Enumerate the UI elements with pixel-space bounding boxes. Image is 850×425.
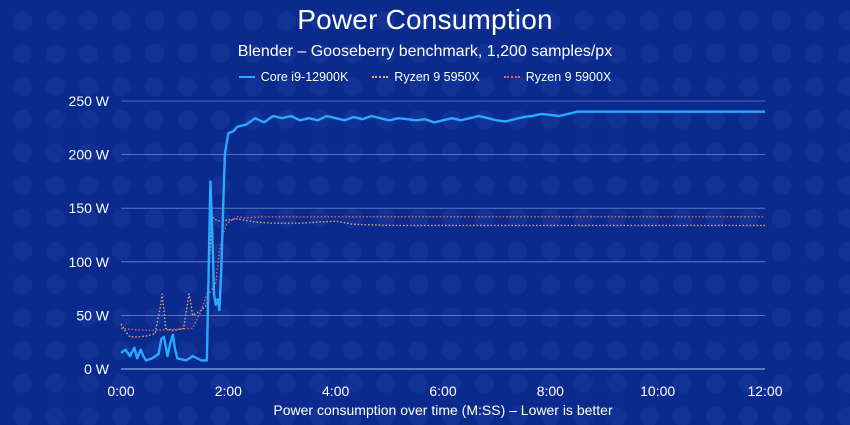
legend-item-ryzen-5950x: Ryzen 9 5950X (372, 70, 480, 84)
y-tick-label: 200 W (69, 147, 110, 163)
series-layer (120, 110, 765, 362)
x-tick-label: 10:00 (640, 383, 675, 399)
chart-legend: Core i9-12900K Ryzen 9 5950X Ryzen 9 590… (0, 70, 850, 84)
x-tick-label: 0:00 (107, 383, 134, 399)
legend-label-ryzen-5900x: Ryzen 9 5900X (525, 70, 612, 84)
y-tick-label: 250 W (69, 93, 110, 109)
x-tick-label: 2:00 (215, 383, 242, 399)
x-axis-title: Power consumption over time (M:SS) – Low… (273, 402, 613, 418)
grid-lines (121, 100, 765, 370)
series-line-ryzen-9-5900x (120, 216, 765, 332)
x-tick-label: 8:00 (537, 383, 564, 399)
y-tick-label: 150 W (69, 200, 110, 216)
legend-swatch-core-i9 (238, 76, 255, 78)
y-tick-label: 0 W (84, 361, 110, 377)
legend-label-ryzen-5950x: Ryzen 9 5950X (394, 70, 480, 84)
legend-swatch-ryzen-5950x (372, 76, 389, 78)
y-tick-label: 100 W (69, 254, 110, 270)
x-tick-label: 6:00 (429, 383, 456, 399)
chart-title: Power Consumption (297, 4, 553, 35)
chart-subtitle: Blender – Gooseberry benchmark, 1,200 sa… (237, 43, 613, 60)
series-line-ryzen-9-5950x (120, 216, 765, 338)
x-axis-ticks: 0:00 2:00 4:00 6:00 8:00 10:00 12:00 (107, 383, 782, 399)
y-tick-label: 50 W (76, 307, 109, 323)
legend-item-core-i9: Core i9-12900K (238, 70, 349, 84)
x-tick-label: 4:00 (322, 383, 349, 399)
x-tick-label: 12:00 (747, 383, 782, 399)
legend-item-ryzen-5900x: Ryzen 9 5900X (503, 70, 612, 84)
legend-swatch-ryzen-5900x (503, 76, 520, 78)
y-axis-ticks: 0 W 50 W 100 W 150 W 200 W 250 W (69, 93, 110, 377)
series-line-core-i9-12900k (120, 110, 765, 362)
legend-label-core-i9: Core i9-12900K (260, 70, 349, 84)
